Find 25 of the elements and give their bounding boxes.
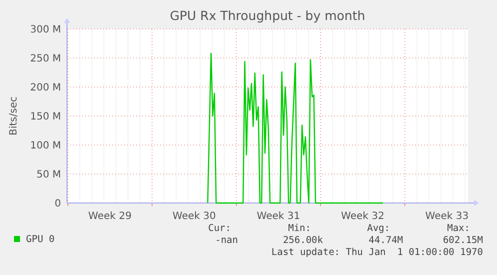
y-tick-label: 50 M	[36, 170, 61, 180]
y-tick-label: 300 M	[30, 24, 61, 36]
x-tick-label: Week 32	[341, 211, 384, 222]
text: Max:	[447, 223, 470, 234]
text: 256.00k	[282, 235, 324, 246]
line-series	[207, 52, 384, 204]
legend-label: GPU 0	[26, 234, 55, 245]
x-tick-label: Week 30	[172, 211, 216, 222]
text: Last update: Thu Jan 1 01:00:00 1970	[271, 247, 484, 258]
text: 44.74M	[368, 235, 404, 246]
text: Cur:	[208, 223, 231, 234]
y-tick-label: 150 M	[30, 112, 61, 122]
text: Avg:	[367, 223, 390, 234]
text: 602.15M	[442, 235, 484, 246]
y-tick-label: 200 M	[30, 82, 61, 94]
y-tick-label: 0	[54, 198, 61, 210]
y-axis-title: Bits/sec	[8, 96, 20, 136]
x-tick-label: Week 33	[425, 211, 469, 222]
y-tick-label: 250 M	[30, 54, 61, 64]
text: -nan	[215, 235, 238, 246]
x-tick-label: Week 31	[256, 211, 300, 222]
text: Min:	[288, 223, 311, 234]
chart-title: GPU Rx Throughput - by month	[170, 8, 366, 23]
y-tick-label: 100 M	[30, 140, 61, 152]
x-tick-label: Week 29	[88, 211, 132, 222]
